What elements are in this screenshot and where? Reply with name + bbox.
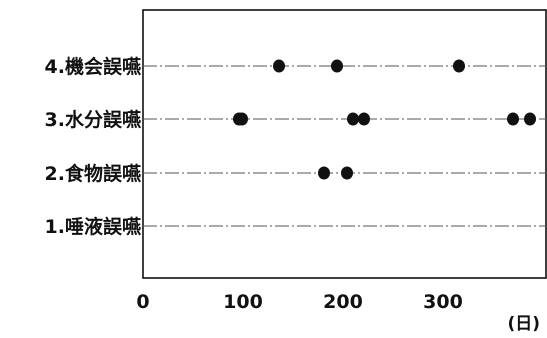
- x-tick-label: 300: [423, 291, 463, 313]
- data-point: [358, 112, 370, 126]
- x-axis-unit-label: (日): [507, 314, 540, 334]
- data-point: [273, 59, 285, 73]
- data-point: [524, 112, 536, 126]
- data-points: [233, 59, 536, 180]
- x-tick-label: 100: [223, 291, 263, 313]
- x-tick-label: 200: [323, 291, 363, 313]
- category-label: 4.機会誤嚥: [45, 55, 141, 78]
- category-label: 2.食物誤嚥: [45, 162, 141, 185]
- data-point: [236, 112, 248, 126]
- category-label: 3.水分誤嚥: [45, 108, 141, 131]
- data-point: [331, 59, 343, 73]
- plot-frame: [142, 9, 547, 279]
- category-label: 1.唾液誤嚥: [45, 215, 141, 238]
- grid-lines: [143, 65, 546, 227]
- data-point: [347, 112, 359, 126]
- category-labels: 1.唾液誤嚥 2.食物誤嚥 3.水分誤嚥 4.機会誤嚥: [45, 55, 141, 238]
- data-point: [507, 112, 519, 126]
- x-tick-label: 0: [136, 291, 149, 313]
- data-point: [318, 166, 330, 180]
- data-point: [341, 166, 353, 180]
- x-tick-labels: 0 100 200 300: [136, 291, 462, 313]
- data-point: [453, 59, 465, 73]
